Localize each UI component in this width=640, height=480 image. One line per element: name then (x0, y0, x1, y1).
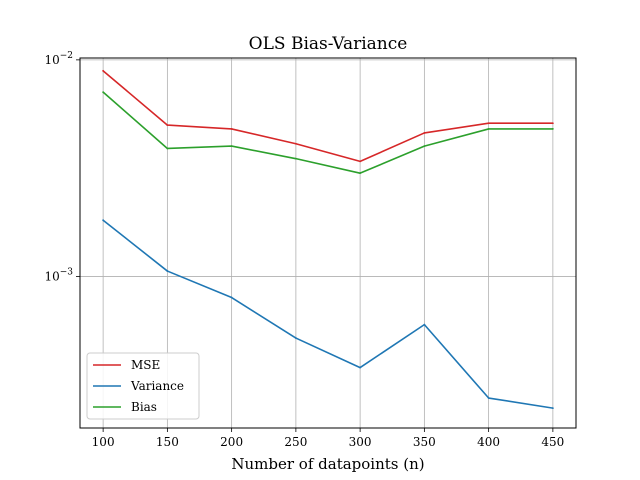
x-tick-label: 450 (541, 435, 564, 449)
data-point-mse (551, 122, 554, 125)
y-tick-exponent: −3 (60, 268, 74, 278)
series-line-bias (102, 91, 553, 174)
y-tick-base: 10 (44, 53, 59, 67)
data-point-bias (551, 128, 554, 130)
x-axis-label: Number of datapoints (n) (231, 455, 424, 473)
data-point-variance (487, 397, 490, 399)
data-point-mse (230, 128, 233, 130)
x-tick-label: 200 (220, 435, 243, 449)
y-tick-exponent: −2 (60, 51, 73, 61)
data-point-mse (166, 124, 169, 126)
chart-title: OLS Bias-Variance (249, 34, 408, 54)
data-point-variance (359, 366, 362, 369)
series-group (102, 69, 554, 410)
y-axis: 10−210−3 (44, 51, 80, 284)
legend-label: MSE (131, 358, 160, 372)
x-tick-label: 250 (284, 435, 307, 449)
data-point-variance (423, 323, 426, 326)
grid (80, 58, 576, 428)
data-point-bias (230, 145, 233, 147)
x-tick-label: 150 (156, 435, 179, 449)
series-line-mse (102, 70, 553, 163)
data-point-bias (423, 145, 426, 147)
x-tick-label: 100 (92, 435, 115, 449)
data-point-bias (487, 128, 490, 130)
data-point-variance (166, 270, 169, 272)
data-point-mse (102, 69, 105, 72)
data-point-bias (102, 91, 105, 93)
series-line-variance (102, 219, 553, 409)
y-tick-label: 10−3 (44, 268, 73, 284)
x-tick-label: 300 (349, 435, 372, 449)
plot-frame (79, 57, 577, 429)
x-tick-label: 350 (413, 435, 436, 449)
data-point-variance (230, 296, 233, 299)
x-tick-label: 400 (477, 435, 500, 449)
legend-box (86, 352, 200, 420)
data-point-bias (166, 147, 169, 150)
legend-label: Variance (130, 379, 184, 393)
data-point-bias (294, 157, 297, 160)
data-point-mse (423, 132, 426, 134)
data-point-variance (102, 219, 105, 222)
legend-label: Bias (131, 400, 157, 414)
x-axis: 100 150 200 250 300 350 400 450 (92, 428, 564, 449)
y-tick-base: 10 (44, 270, 59, 284)
legend: MSE Variance Bias (86, 352, 200, 420)
data-point-mse (359, 160, 362, 163)
data-point-variance (294, 337, 297, 339)
data-point-variance (551, 407, 554, 410)
data-point-mse (487, 122, 490, 125)
y-tick-label: 10−2 (44, 51, 73, 67)
data-point-bias (359, 172, 362, 175)
data-point-mse (294, 142, 297, 145)
